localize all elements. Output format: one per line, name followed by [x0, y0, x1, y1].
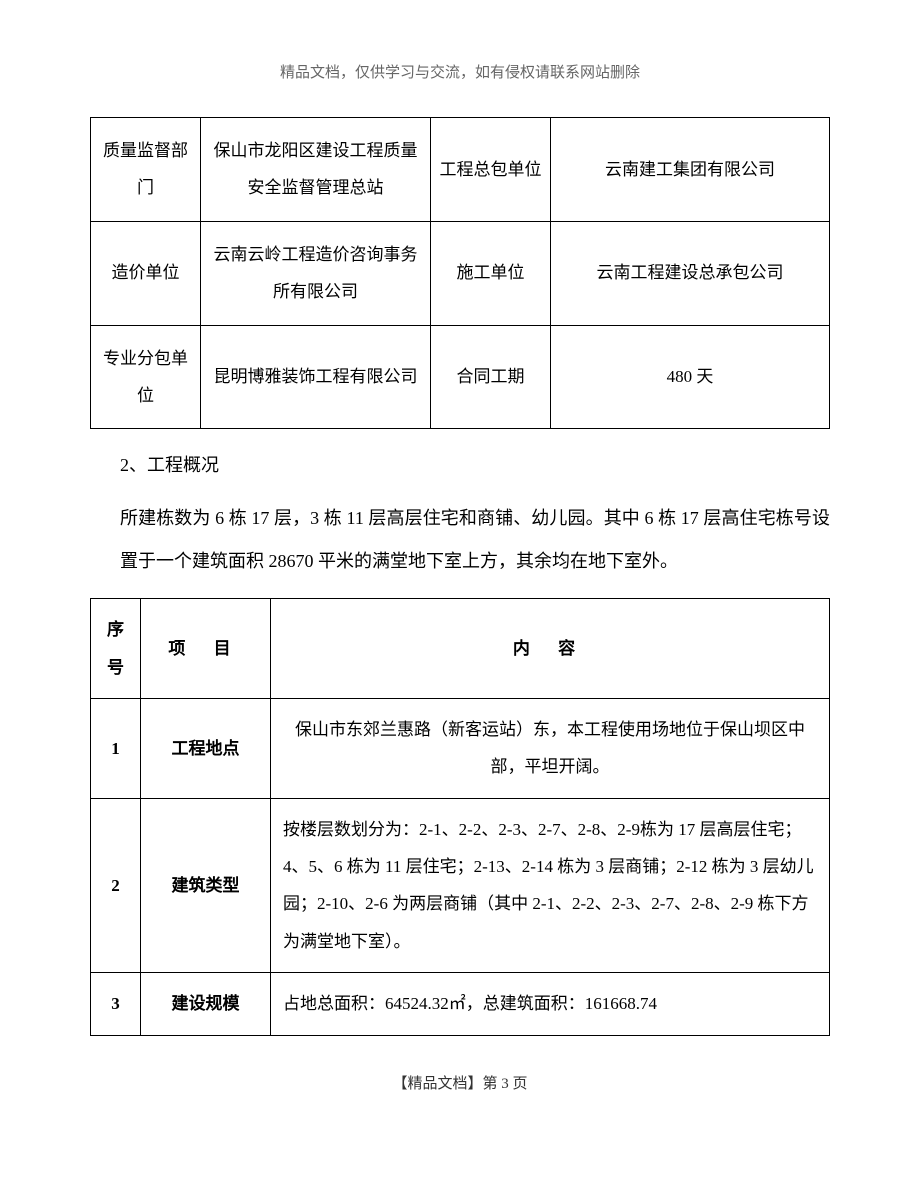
cell-seq: 3 [91, 973, 141, 1035]
cell-content: 占地总面积：64524.32㎡，总建筑面积：161668.74 [271, 973, 830, 1035]
cell-seq: 1 [91, 698, 141, 798]
cell-item: 建设规模 [141, 973, 271, 1035]
table-row: 1 工程地点 保山市东郊兰惠路（新客运站）东，本工程使用场地位于保山坝区中部，平… [91, 698, 830, 798]
cell-value: 云南工程建设总承包公司 [551, 221, 830, 325]
cell-label: 专业分包单位 [91, 325, 201, 429]
cell-content: 保山市东郊兰惠路（新客运站）东，本工程使用场地位于保山坝区中部，平坦开阔。 [271, 698, 830, 798]
cell-content: 按楼层数划分为：2-1、2-2、2-3、2-7、2-8、2-9栋为 17 层高层… [271, 798, 830, 973]
cell-label: 质量监督部门 [91, 118, 201, 222]
header-item: 项 目 [141, 599, 271, 699]
header-note: 精品文档，仅供学习与交流，如有侵权请联系网站删除 [90, 60, 830, 87]
cell-value: 480 天 [551, 325, 830, 429]
table-row: 质量监督部门 保山市龙阳区建设工程质量安全监督管理总站 工程总包单位 云南建工集… [91, 118, 830, 222]
project-overview-table: 序号 项 目 内 容 1 工程地点 保山市东郊兰惠路（新客运站）东，本工程使用场… [90, 598, 830, 1036]
cell-label: 造价单位 [91, 221, 201, 325]
cell-seq: 2 [91, 798, 141, 973]
header-seq: 序号 [91, 599, 141, 699]
cell-label: 合同工期 [431, 325, 551, 429]
cell-item: 工程地点 [141, 698, 271, 798]
footer-note: 【精品文档】第 3 页 [90, 1071, 830, 1098]
table-row: 专业分包单位 昆明博雅装饰工程有限公司 合同工期 480 天 [91, 325, 830, 429]
table-header-row: 序号 项 目 内 容 [91, 599, 830, 699]
table-row: 3 建设规模 占地总面积：64524.32㎡，总建筑面积：161668.74 [91, 973, 830, 1035]
info-table-1: 质量监督部门 保山市龙阳区建设工程质量安全监督管理总站 工程总包单位 云南建工集… [90, 117, 830, 429]
cell-value: 昆明博雅装饰工程有限公司 [201, 325, 431, 429]
table-row: 造价单位 云南云岭工程造价咨询事务所有限公司 施工单位 云南工程建设总承包公司 [91, 221, 830, 325]
section-title: 2、工程概况 [120, 449, 830, 481]
cell-value: 云南建工集团有限公司 [551, 118, 830, 222]
cell-label: 工程总包单位 [431, 118, 551, 222]
cell-value: 保山市龙阳区建设工程质量安全监督管理总站 [201, 118, 431, 222]
header-content: 内 容 [271, 599, 830, 699]
cell-item: 建筑类型 [141, 798, 271, 973]
table-row: 2 建筑类型 按楼层数划分为：2-1、2-2、2-3、2-7、2-8、2-9栋为… [91, 798, 830, 973]
cell-value: 云南云岭工程造价咨询事务所有限公司 [201, 221, 431, 325]
cell-label: 施工单位 [431, 221, 551, 325]
paragraph-text: 所建栋数为 6 栋 17 层，3 栋 11 层高层住宅和商铺、幼儿园。其中 6 … [120, 497, 830, 583]
